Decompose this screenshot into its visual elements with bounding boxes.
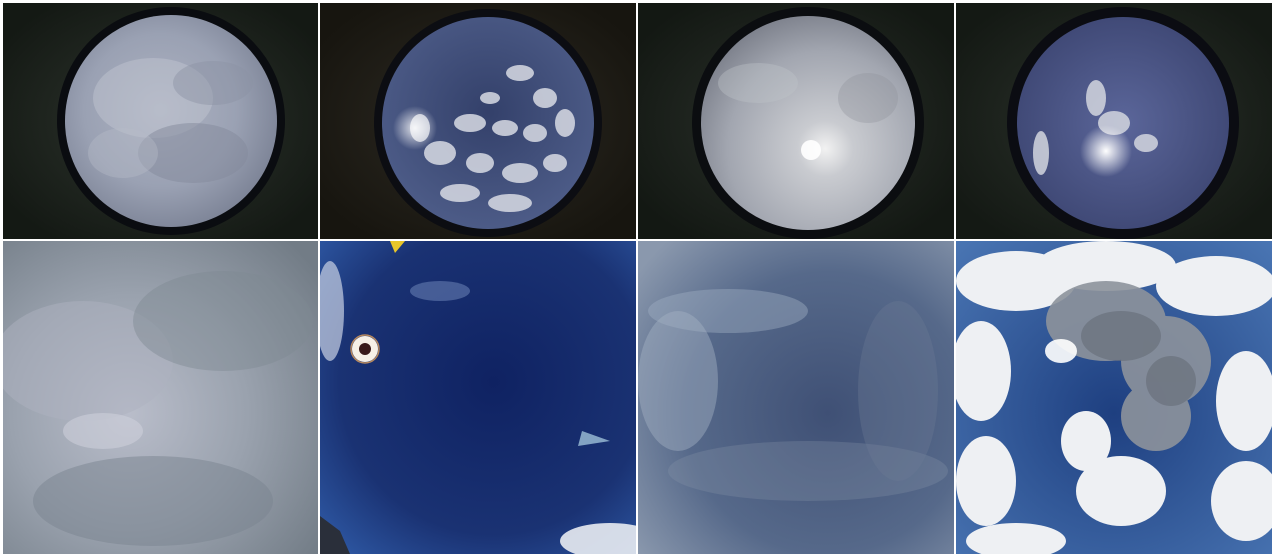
sky-photo-overcast-wide bbox=[3, 241, 318, 554]
sky-photo-overcast-dome bbox=[3, 3, 318, 239]
sky-photo-thin-overcast-dome bbox=[638, 3, 954, 239]
sky-photo-partly-cloudy-dome bbox=[956, 3, 1272, 239]
sky-photo-broken-clouds-dome bbox=[320, 3, 636, 239]
sky-image-grid bbox=[3, 3, 1274, 554]
sky-photo-cirrus-wide bbox=[638, 241, 954, 554]
sky-photo-cumulus-wide bbox=[956, 241, 1272, 554]
sky-photo-clear-sun-wide bbox=[320, 241, 636, 554]
